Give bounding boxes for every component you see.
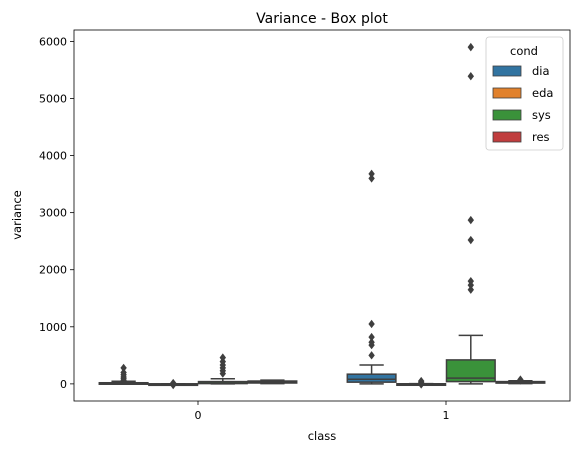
plot-area (99, 43, 544, 389)
outlier-point (120, 364, 126, 372)
box-res-class-1 (496, 375, 545, 384)
outlier-point (368, 351, 374, 359)
y-axis: 0 1000 2000 3000 4000 5000 6000 (39, 35, 74, 390)
x-tick-label: 1 (443, 409, 450, 422)
legend-title: cond (510, 44, 538, 58)
box-dia-class-1 (347, 170, 396, 384)
legend-label-eda: eda (532, 86, 553, 100)
legend-swatch-dia (493, 66, 521, 76)
y-tick-label: 2000 (39, 264, 67, 277)
y-tick-label: 3000 (39, 207, 67, 220)
legend-label-res: res (532, 130, 550, 144)
x-axis-label: class (308, 429, 337, 443)
outlier-point (468, 72, 474, 80)
y-tick-label: 1000 (39, 321, 67, 334)
legend-swatch-eda (493, 88, 521, 98)
box-res-class-0 (248, 380, 297, 383)
outlier-point (468, 43, 474, 51)
box-eda-class-0 (149, 379, 198, 389)
y-tick-label: 6000 (39, 35, 67, 48)
outlier-point (368, 170, 374, 178)
outlier-point (468, 216, 474, 224)
legend-label-dia: dia (532, 64, 550, 78)
box-eda-class-1 (397, 377, 446, 389)
y-tick-label: 5000 (39, 92, 67, 105)
legend-swatch-res (493, 132, 521, 142)
outlier-point (368, 333, 374, 341)
box-dia-class-0 (99, 364, 148, 385)
outlier-point (368, 320, 374, 328)
outlier-point (468, 236, 474, 244)
legend: cond dia eda sys res (486, 37, 563, 150)
y-tick-label: 4000 (39, 150, 67, 163)
y-tick-label: 0 (60, 378, 67, 391)
x-tick-label: 0 (195, 409, 202, 422)
y-axis-label: variance (10, 190, 24, 240)
box-sys-class-0 (198, 353, 247, 383)
box-iqr (347, 374, 396, 382)
chart-title: Variance - Box plot (256, 11, 388, 27)
legend-swatch-sys (493, 110, 521, 120)
legend-label-sys: sys (532, 108, 551, 122)
